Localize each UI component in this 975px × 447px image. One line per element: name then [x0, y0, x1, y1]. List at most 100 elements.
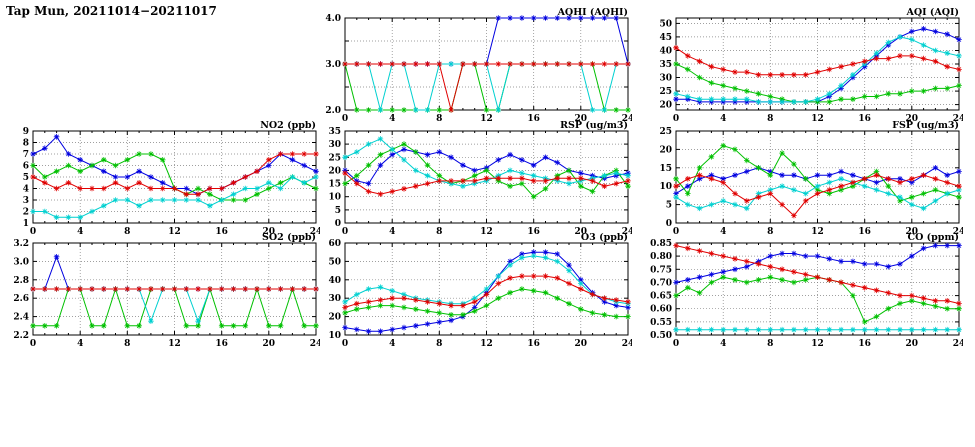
x-tick-label: 0 [342, 114, 348, 124]
series-cyan-markers [30, 174, 319, 220]
y-tick-label: 0.85 [650, 239, 672, 249]
series-blue-markers [673, 26, 962, 105]
chart-rsp: 0 5 10 15 20 25 30 35 0 4 8 12 16 20 24 RSP (ug/m3) [312, 117, 634, 243]
series-red-markers [342, 170, 631, 197]
y-tick-label: 15 [659, 164, 672, 174]
chart-co: 0.50 0.55 0.60 0.65 0.70 0.75 0.80 0.85 0 4 8 12 16 2… [643, 229, 965, 355]
x-tick-label: 4 [720, 114, 726, 124]
x-tick-label: 24 [310, 339, 320, 349]
x-tick-label: 12 [480, 227, 493, 237]
y-tick-label: 0.75 [650, 265, 672, 275]
y-tick-label: 2.6 [13, 294, 29, 304]
series-cyan-markers [673, 326, 962, 333]
x-tick-label: 12 [480, 339, 493, 349]
y-tick-label: 30 [328, 294, 341, 304]
x-tick-label: 8 [436, 114, 442, 124]
series-red-markers [342, 273, 631, 311]
x-tick-label: 24 [953, 339, 963, 349]
chart-canvas-fsp: 0 5 10 15 20 25 0 4 8 12 16 20 24 FSP (ug/m3) [659, 120, 965, 237]
series-green-markers [342, 141, 631, 200]
y-tick-label: 2.4 [13, 313, 29, 323]
x-tick-label: 8 [124, 227, 130, 237]
y-tick-label: 2 [23, 208, 29, 218]
series-cyan-markers [673, 176, 962, 212]
y-tick-label: 5 [23, 173, 29, 183]
y-tick-label: 2.0 [325, 106, 341, 116]
y-tick-label: 0.65 [650, 292, 672, 302]
chart-canvas-aqhi: 2.0 3.0 4.0 0 4 8 12 16 20 24 AQHI (AQHI) [325, 7, 634, 124]
chart-title: O3 (ppb) [581, 232, 628, 243]
y-tick-label: 25 [659, 127, 672, 137]
y-tick-label: 0.80 [650, 252, 672, 262]
y-tick-label: 1 [23, 219, 29, 229]
x-tick-label: 20 [906, 227, 919, 237]
x-tick-label: 0 [30, 227, 36, 237]
x-tick-label: 16 [858, 227, 871, 237]
y-tick-label: 20 [328, 313, 341, 323]
y-tick-label: 10 [659, 182, 672, 192]
x-tick-label: 24 [953, 114, 963, 124]
y-tick-label: 35 [328, 127, 341, 137]
x-tick-label: 20 [906, 114, 919, 124]
y-tick-label: 60 [328, 239, 341, 249]
y-tick-label: 30 [659, 74, 672, 84]
y-tick-label: 0.55 [650, 318, 672, 328]
chart-fsp: 0 5 10 15 20 25 0 4 8 12 16 20 24 FSP (ug/m3) [643, 117, 965, 243]
y-tick-label: 7 [23, 150, 29, 160]
x-tick-label: 0 [673, 114, 679, 124]
y-tick-label: 4.0 [325, 14, 341, 24]
x-tick-label: 4 [720, 339, 726, 349]
x-tick-label: 4 [389, 227, 395, 237]
chart-title: SO2 (ppb) [262, 232, 316, 243]
x-tick-label: 4 [77, 227, 83, 237]
x-tick-label: 16 [527, 339, 540, 349]
x-tick-label: 0 [673, 339, 679, 349]
x-tick-label: 16 [858, 114, 871, 124]
x-tick-label: 4 [720, 227, 726, 237]
chart-aqhi: 2.0 3.0 4.0 0 4 8 12 16 20 24 AQHI (AQHI) [312, 4, 634, 130]
chart-title: FSP (ug/m3) [892, 120, 959, 131]
x-tick-label: 0 [342, 339, 348, 349]
x-tick-label: 16 [215, 227, 228, 237]
x-tick-label: 24 [622, 227, 632, 237]
y-tick-label: 20 [659, 101, 672, 111]
series-green-markers [673, 274, 962, 325]
y-tick-label: 40 [659, 46, 672, 56]
series-red-markers [673, 172, 962, 219]
y-tick-label: 20 [659, 145, 672, 155]
x-tick-label: 20 [263, 227, 276, 237]
series-blue-markers [30, 254, 319, 292]
y-tick-label: 4 [23, 185, 29, 195]
y-tick-label: 30 [328, 140, 341, 150]
chart-no2: 1 2 3 4 5 6 7 8 9 0 4 8 12 16 20 24 NO2 (ppb) [0, 117, 323, 243]
series-red-markers [30, 286, 319, 292]
series-blue-markers [673, 242, 962, 286]
x-tick-label: 20 [263, 339, 276, 349]
y-tick-label: 10 [328, 331, 341, 341]
x-tick-label: 12 [811, 114, 824, 124]
x-tick-label: 24 [622, 114, 632, 124]
y-tick-label: 6 [23, 162, 29, 172]
x-tick-label: 24 [953, 227, 963, 237]
y-tick-label: 5 [666, 201, 672, 211]
y-tick-label: 15 [328, 180, 341, 190]
series-green-markers [342, 286, 631, 320]
chart-title: CO (ppm) [908, 232, 959, 243]
y-tick-label: 35 [659, 60, 672, 70]
x-tick-label: 0 [30, 339, 36, 349]
y-tick-label: 2.8 [13, 276, 29, 286]
series-red-markers [673, 45, 962, 78]
y-tick-label: 50 [328, 257, 341, 267]
y-tick-label: 0 [335, 219, 341, 229]
chart-canvas-co: 0.50 0.55 0.60 0.65 0.70 0.75 0.80 0.85 0 4 8 12 16 2… [650, 232, 965, 349]
x-tick-label: 12 [811, 339, 824, 349]
chart-canvas-rsp: 0 5 10 15 20 25 30 35 0 4 8 12 16 20 24 RSP (ug/m3) [328, 120, 634, 237]
page-title: Tap Mun, 20211014−20211017 [6, 4, 217, 18]
x-tick-label: 4 [77, 339, 83, 349]
x-tick-label: 16 [215, 339, 228, 349]
chart-canvas-so2: 2.2 2.4 2.6 2.8 3.0 3.2 0 4 8 12 16 20 24 SO2 (ppb) [13, 232, 322, 349]
x-tick-label: 12 [811, 227, 824, 237]
x-tick-label: 8 [767, 227, 773, 237]
x-tick-label: 8 [124, 339, 130, 349]
